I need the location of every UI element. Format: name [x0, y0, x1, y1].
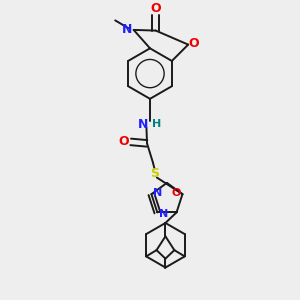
Text: O: O — [189, 37, 200, 50]
Text: H: H — [152, 119, 161, 129]
Text: O: O — [119, 135, 130, 148]
Text: N: N — [122, 22, 132, 35]
Text: N: N — [137, 118, 148, 130]
Text: S: S — [150, 167, 159, 181]
Text: O: O — [150, 2, 161, 15]
Text: N: N — [159, 208, 169, 219]
Text: O: O — [171, 188, 181, 198]
Text: N: N — [153, 188, 163, 198]
